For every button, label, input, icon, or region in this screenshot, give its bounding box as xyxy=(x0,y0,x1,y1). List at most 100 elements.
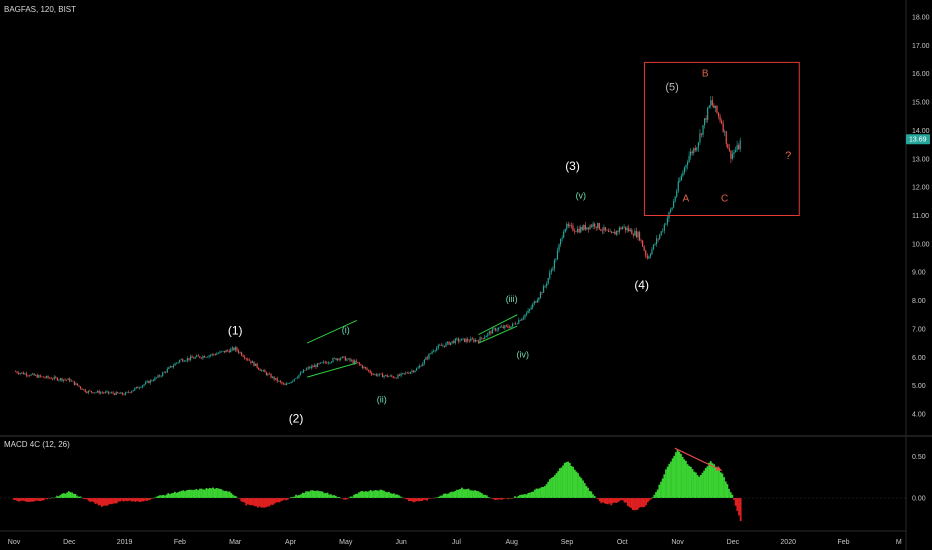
wave-label: (ii) xyxy=(377,395,387,405)
candle-body xyxy=(137,386,139,389)
macd-bar xyxy=(87,498,90,501)
candle-body xyxy=(216,353,218,355)
macd-bar xyxy=(464,489,467,498)
candle-body xyxy=(366,368,368,370)
candle-body xyxy=(258,367,260,370)
candle-body xyxy=(84,389,86,393)
macd-bar xyxy=(253,498,256,507)
macd-bar xyxy=(260,498,263,508)
arrow-shaft xyxy=(674,447,723,472)
candle-body xyxy=(699,133,701,143)
candle-body xyxy=(16,371,18,373)
candle-body xyxy=(606,230,608,231)
candle-body xyxy=(487,333,489,336)
macd-bar xyxy=(577,473,579,498)
macd-bar xyxy=(532,491,535,498)
candle-body xyxy=(456,338,458,340)
price-tick-label: 12.00 xyxy=(912,185,930,192)
candle-body xyxy=(55,376,57,378)
macd-bar xyxy=(261,498,264,508)
candle-body xyxy=(659,235,661,239)
candle-body xyxy=(518,319,520,324)
candle-body xyxy=(488,331,490,334)
macd-bar xyxy=(626,498,629,506)
macd-bar xyxy=(69,492,72,498)
macd-bar xyxy=(356,493,359,498)
candle-body xyxy=(307,367,309,369)
price-tick-label: 16.00 xyxy=(912,71,930,78)
candle-body xyxy=(333,358,336,359)
macd-bar xyxy=(140,498,143,502)
macd-bar xyxy=(200,488,203,498)
candle-body xyxy=(222,350,224,352)
macd-bar xyxy=(338,497,341,498)
candle-body xyxy=(502,326,504,329)
macd-bar xyxy=(474,490,477,498)
candle-body xyxy=(220,351,223,353)
candle-body xyxy=(676,191,678,197)
candle-body xyxy=(707,107,709,120)
candle-body xyxy=(491,328,494,334)
macd-bar xyxy=(552,476,555,498)
candle-body xyxy=(313,365,315,368)
wave-label: (i) xyxy=(342,325,350,335)
macd-bar xyxy=(296,495,299,498)
time-tick-label: 2020 xyxy=(780,539,796,546)
macd-bar xyxy=(590,491,593,498)
price-axis: 18.00 17.00 16.00 15.00 14.00 13.00 12.00 11.00… xyxy=(912,15,930,419)
macd-bar xyxy=(631,498,634,511)
macd-bar xyxy=(125,498,128,502)
candle-body xyxy=(493,328,495,329)
macd-bar xyxy=(404,498,407,499)
macd-bar xyxy=(733,498,735,500)
candle-body xyxy=(350,360,353,361)
candle-body xyxy=(640,240,642,241)
candle-body xyxy=(429,353,432,355)
candle-body xyxy=(259,369,261,371)
candle-body xyxy=(629,229,631,232)
macd-bar xyxy=(680,453,682,498)
candle-body xyxy=(323,361,325,363)
price-tick-label: 4.00 xyxy=(912,412,926,419)
candle-body xyxy=(121,392,123,395)
macd-bar xyxy=(665,469,667,498)
macd-bar xyxy=(442,493,445,498)
macd-bar xyxy=(397,495,400,498)
candle-body xyxy=(27,375,29,377)
candle-body xyxy=(83,389,85,391)
macd-bar xyxy=(724,481,727,498)
macd-bar xyxy=(300,494,302,498)
macd-bar xyxy=(14,498,17,501)
candle-body xyxy=(214,354,216,356)
macd-bar xyxy=(313,490,316,498)
candle-body xyxy=(725,131,727,144)
candle-body xyxy=(361,365,363,369)
candle-body xyxy=(132,390,134,392)
candle-body xyxy=(436,347,438,351)
macd-bar xyxy=(466,489,468,498)
candle-body xyxy=(680,175,682,181)
price-tick-label: 15.00 xyxy=(912,100,930,107)
candle-body xyxy=(392,376,394,378)
candle-body xyxy=(287,383,289,384)
candle-body xyxy=(329,362,331,364)
candle-body xyxy=(185,360,187,362)
candle-body xyxy=(561,237,563,240)
macd-bar xyxy=(222,490,224,498)
macd-bar xyxy=(507,498,510,500)
candle-body xyxy=(319,362,322,364)
candle-body xyxy=(127,391,130,393)
macd-bar xyxy=(376,490,379,498)
candle-body xyxy=(563,231,565,238)
candle-body xyxy=(434,350,436,351)
candle-body xyxy=(553,260,555,269)
candle-body xyxy=(341,356,343,358)
candle-body xyxy=(542,286,545,293)
time-axis: Nov Dec 2019 Feb Mar Apr May Jun Jul Aug Sep Oct Nov… xyxy=(8,539,902,546)
candle-body xyxy=(713,104,715,109)
macd-bar xyxy=(651,497,654,498)
macd-bar xyxy=(429,498,432,499)
candle-body xyxy=(196,355,198,358)
macd-bar xyxy=(56,495,59,498)
